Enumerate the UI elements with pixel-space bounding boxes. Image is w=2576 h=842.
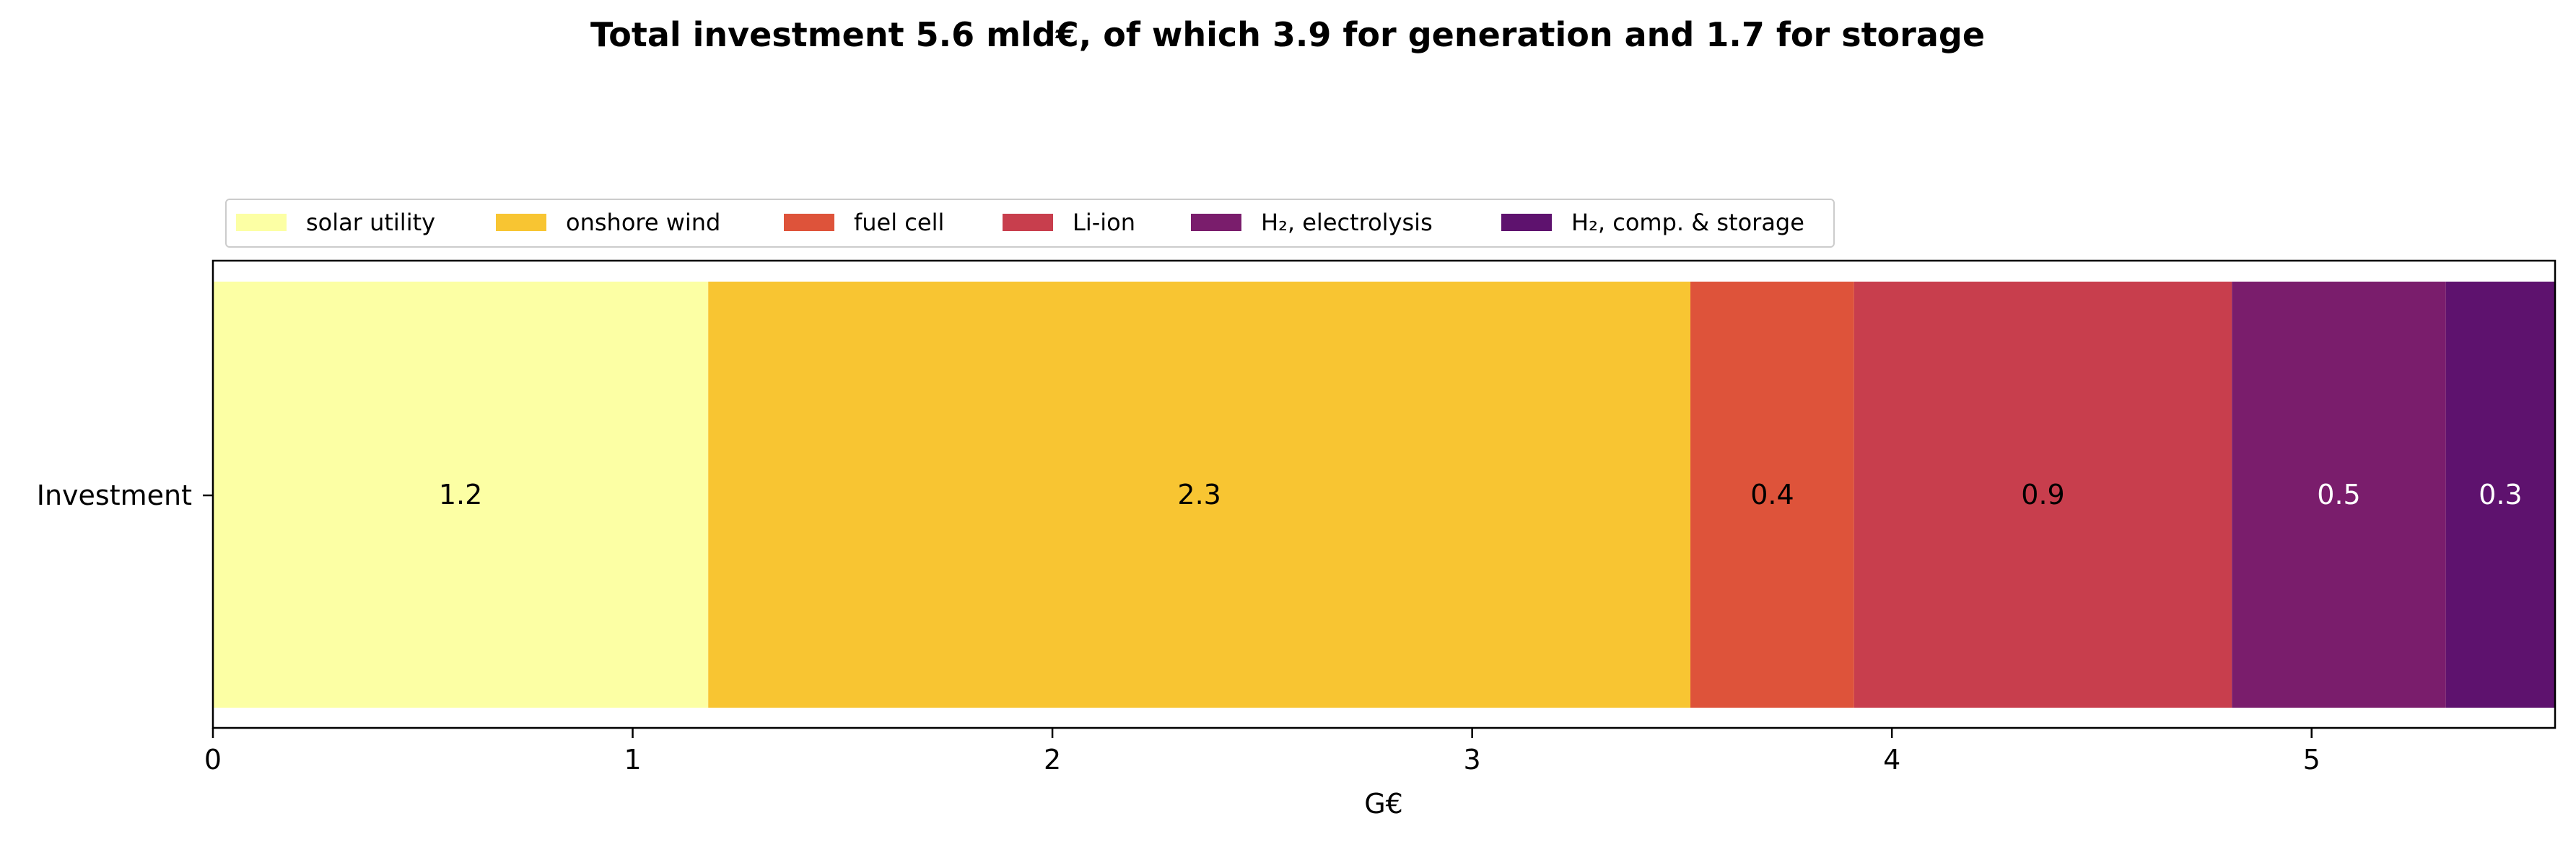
x-axis: 0 1 2 3 4 5 — [204, 728, 2320, 776]
segment-labels: 1.2 2.3 0.4 0.9 0.5 0.3 — [439, 479, 2523, 511]
legend-label-h-electrolysis: H₂, electrolysis — [1261, 209, 1433, 236]
x-tick-label: 3 — [1464, 744, 1481, 776]
bar-segment-fuel-cell — [1690, 282, 1854, 708]
plot-frame — [211, 259, 2557, 729]
bar-segment-solar-utility — [213, 282, 709, 708]
bar-segment-h-electrolysis — [2232, 282, 2446, 708]
legend-label-solar-utility: solar utility — [306, 209, 435, 236]
legend: solar utility onshore wind fuel cell Li-ion… — [225, 199, 1835, 248]
legend-swatch-li-ion — [1003, 214, 1053, 231]
x-axis-label: G€ — [1364, 788, 1403, 820]
legend-swatch-onshore-wind — [496, 214, 546, 231]
x-tick-label: 2 — [1044, 744, 1061, 776]
stacked-bars — [213, 282, 2555, 708]
y-tick-label-investment: Investment — [37, 479, 192, 511]
legend-label-li-ion: Li-ion — [1073, 209, 1135, 236]
legend-swatch-h-electrolysis — [1191, 214, 1241, 231]
data-label-fuel-cell: 0.4 — [1750, 479, 1794, 511]
data-label-onshore-wind: 2.3 — [1177, 479, 1221, 511]
bar-segment-h-comp-storage — [2445, 282, 2555, 708]
data-label-h-comp-storage: 0.3 — [2479, 479, 2522, 511]
x-tick-label: 0 — [204, 744, 222, 776]
x-tick-label: 4 — [1883, 744, 1900, 776]
legend-label-h-comp-storage: H₂, comp. & storage — [1571, 209, 1804, 236]
chart-title: Total investment 5.6 mld€, of which 3.9 … — [590, 15, 1985, 54]
x-tick-label: 1 — [624, 744, 641, 776]
bar-segment-li-ion — [1854, 282, 2232, 708]
legend-swatch-fuel-cell — [784, 214, 834, 231]
legend-label-onshore-wind: onshore wind — [566, 209, 720, 236]
y-axis: Investment — [37, 479, 213, 511]
legend-label-fuel-cell: fuel cell — [854, 209, 944, 236]
x-tick-label: 5 — [2303, 744, 2320, 776]
bar-segment-onshore-wind — [708, 282, 1691, 708]
data-label-h-electrolysis: 0.5 — [2317, 479, 2360, 511]
legend-swatch-solar-utility — [236, 214, 287, 231]
legend-swatch-h-comp-storage — [1501, 214, 1552, 231]
data-label-solar-utility: 1.2 — [439, 479, 482, 511]
data-label-li-ion: 0.9 — [2021, 479, 2064, 511]
